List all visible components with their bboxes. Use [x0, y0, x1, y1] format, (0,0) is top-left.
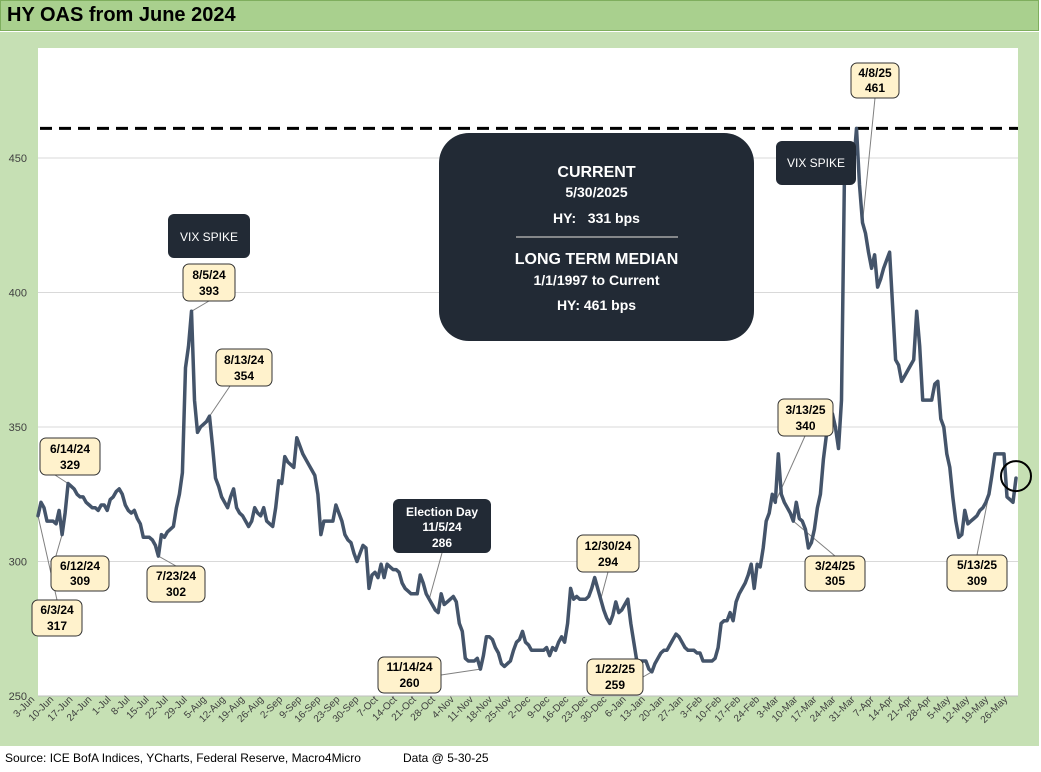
- callout-6-12-24: 6/12/24 309: [50, 555, 110, 592]
- median-value: HY: 461 bps: [557, 297, 636, 313]
- svg-text:259: 259: [605, 678, 625, 692]
- svg-text:354: 354: [234, 369, 254, 383]
- svg-text:3/13/25: 3/13/25: [785, 403, 825, 417]
- svg-text:260: 260: [399, 676, 419, 690]
- election-day-callout: Election Day 11/5/24 286: [393, 499, 491, 553]
- callout-leader-line: [158, 555, 177, 567]
- callout-leader-line: [191, 300, 210, 312]
- svg-text:317: 317: [47, 619, 67, 633]
- callout-3-13-25: 3/13/25 340: [777, 398, 834, 437]
- x-tick-label: 1-Jul: [90, 694, 113, 717]
- vix-spike-label-aug: VIX SPIKE: [168, 214, 250, 258]
- svg-text:5/13/25: 5/13/25: [957, 558, 997, 572]
- x-axis: 3-Jun10-Jun17-Jun24-Jun1-Jul8-Jul15-Jul2…: [12, 694, 1010, 726]
- svg-text:329: 329: [60, 458, 80, 472]
- svg-text:6/3/24: 6/3/24: [40, 603, 74, 617]
- svg-text:294: 294: [598, 555, 618, 569]
- y-tick-label: 250: [9, 691, 27, 703]
- svg-text:VIX SPIKE: VIX SPIKE: [180, 230, 238, 244]
- svg-text:3/24/25: 3/24/25: [815, 559, 855, 573]
- callout-4-8-25: 4/8/25 461: [850, 62, 900, 99]
- y-tick-label: 400: [9, 288, 27, 300]
- callout-1-22-25: 1/22/25 259: [586, 658, 644, 696]
- callout-leader-line: [600, 571, 609, 600]
- callout-leader-line: [976, 494, 990, 556]
- callout-12-30-24: 12/30/24 294: [576, 534, 640, 573]
- svg-text:4/8/25: 4/8/25: [858, 66, 892, 80]
- current-date: 5/30/2025: [565, 184, 627, 200]
- title-bar: HY OAS from June 2024: [0, 0, 1039, 31]
- svg-text:8/5/24: 8/5/24: [192, 268, 226, 282]
- info-box: CURRENT 5/30/2025 HY: 331 bps LONG TERM …: [439, 133, 754, 341]
- median-range: 1/1/1997 to Current: [533, 272, 659, 288]
- callout-leader-line: [792, 520, 836, 557]
- current-heading: CURRENT: [557, 164, 635, 181]
- source-note: Source: ICE BofA Indices, YCharts, Feder…: [5, 751, 361, 765]
- callout-5-13-25: 5/13/25 309: [946, 554, 1008, 592]
- svg-text:393: 393: [199, 284, 219, 298]
- svg-text:12/30/24: 12/30/24: [585, 539, 632, 553]
- y-axis: 250 300 350 400 450: [9, 153, 27, 703]
- callout-6-14-24: 6/14/24 329: [39, 437, 101, 476]
- svg-text:305: 305: [825, 574, 845, 588]
- y-tick-label: 450: [9, 153, 27, 165]
- callout-11-14-24: 11/14/24 260: [377, 656, 442, 694]
- data-date-note: Data @ 5-30-25: [403, 751, 489, 765]
- svg-text:11/5/24: 11/5/24: [422, 520, 462, 534]
- svg-text:7/23/24: 7/23/24: [156, 569, 196, 583]
- svg-text:Election Day: Election Day: [406, 505, 478, 519]
- current-value-marker: [1000, 460, 1032, 493]
- svg-text:11/14/24: 11/14/24: [386, 660, 432, 674]
- svg-text:6/14/24: 6/14/24: [50, 442, 90, 456]
- callout-8-5-24: 8/5/24 393: [182, 263, 236, 302]
- callout-8-13-24: 8/13/24 354: [215, 348, 273, 387]
- svg-text:1/22/25: 1/22/25: [595, 662, 635, 676]
- svg-text:340: 340: [795, 419, 815, 433]
- callout-leader-line: [440, 668, 481, 676]
- chart-title: HY OAS from June 2024: [7, 4, 236, 26]
- y-tick-label: 350: [9, 422, 27, 434]
- callout-7-23-24: 7/23/24 302: [146, 565, 206, 603]
- footer: Source: ICE BofA Indices, YCharts, Feder…: [0, 748, 1041, 772]
- callout-leader-line: [862, 97, 876, 223]
- svg-text:302: 302: [166, 585, 186, 599]
- svg-text:8/13/24: 8/13/24: [224, 353, 264, 367]
- svg-text:309: 309: [967, 574, 987, 588]
- callout-3-24-25: 3/24/25 305: [804, 555, 866, 592]
- svg-text:VIX SPIKE: VIX SPIKE: [787, 156, 845, 170]
- svg-text:6/12/24: 6/12/24: [60, 559, 100, 573]
- callout-leader-line: [428, 552, 443, 600]
- y-tick-label: 300: [9, 557, 27, 569]
- callout-6-3-24: 6/3/24 317: [31, 599, 83, 637]
- median-heading: LONG TERM MEDIAN: [515, 251, 679, 268]
- callout-leader-line: [209, 385, 231, 417]
- callout-leader-line: [54, 474, 69, 484]
- vix-spike-label-apr: VIX SPIKE: [776, 141, 856, 185]
- svg-text:286: 286: [432, 536, 452, 550]
- svg-text:309: 309: [70, 574, 90, 588]
- current-value: HY: 331 bps: [553, 210, 640, 226]
- svg-text:461: 461: [865, 81, 885, 95]
